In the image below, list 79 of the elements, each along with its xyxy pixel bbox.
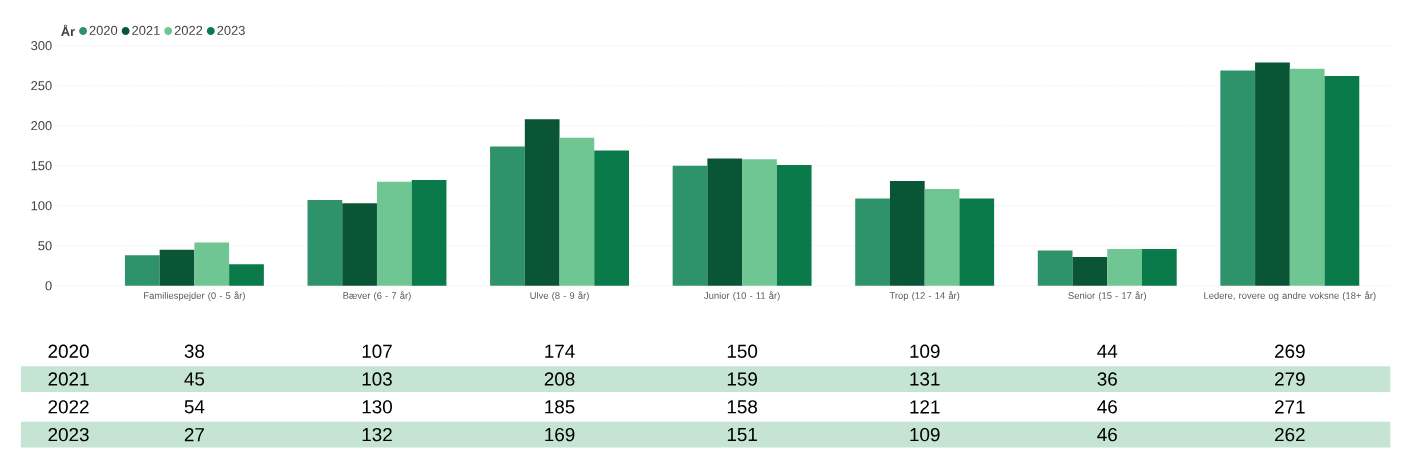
data-label: 46 [1097, 427, 1117, 442]
legend-label: 2022 [174, 25, 203, 35]
data-label: 131 [910, 372, 940, 386]
data-label: 279 [1275, 372, 1305, 386]
y-tick-label: 100 [31, 200, 52, 211]
bar [490, 146, 525, 286]
data-label: 174 [545, 344, 575, 358]
bar [776, 164, 812, 286]
x-tick-label: Trop (12 - 14 år) [889, 291, 960, 301]
bar [855, 198, 890, 286]
x-tick-label: Bæver (6 - 7 år) [343, 291, 411, 301]
bar [124, 255, 160, 286]
bar [1072, 256, 1108, 286]
data-label: 158 [727, 399, 758, 414]
legend-label: 2020 [89, 25, 118, 35]
bar [924, 188, 960, 286]
data-label: 36 [1097, 372, 1117, 386]
legend-title: År [61, 24, 75, 36]
bar [1141, 248, 1177, 286]
y-tick-label: 0 [45, 280, 52, 291]
data-label: 150 [727, 344, 758, 358]
bar [1037, 250, 1073, 286]
data-label: 45 [184, 372, 205, 386]
x-tick-label: Familiespejder (0 - 5 år) [144, 291, 245, 301]
bar [559, 137, 595, 286]
bar [742, 159, 777, 286]
bar [159, 249, 195, 286]
text: 2023 [48, 427, 89, 442]
data-label: 44 [1097, 344, 1118, 358]
data-label: 103 [362, 372, 392, 386]
bar [194, 242, 230, 286]
data-label: 262 [1275, 427, 1305, 442]
x-tick-label: Junior (10 - 11 år) [704, 291, 780, 301]
data-label: 132 [362, 427, 392, 442]
data-label: 121 [910, 400, 940, 414]
bar [342, 203, 377, 286]
data-label: 151 [727, 427, 757, 441]
data-label: 130 [362, 399, 392, 414]
data-label: 169 [545, 427, 575, 442]
y-tick-label: 250 [31, 80, 52, 91]
bar [1220, 70, 1256, 286]
bar [959, 198, 995, 286]
legend-label: 2023 [217, 25, 245, 35]
data-label: 271 [1275, 400, 1305, 414]
bar [411, 179, 447, 286]
bar [229, 263, 264, 286]
data-label: 107 [362, 344, 392, 358]
x-tick-label: Ulve (8 - 9 år) [530, 291, 589, 301]
bar [1107, 248, 1142, 286]
bar [307, 199, 343, 286]
x-tick-label: Senior (15 - 17 år) [1068, 291, 1146, 301]
bar [672, 165, 708, 286]
y-tick-label: 150 [31, 160, 52, 171]
x-tick-label: Ledere, rovere og andre voksne (18+ år) [1204, 291, 1376, 301]
text: 2020 [48, 344, 89, 358]
text: 2021 [48, 372, 89, 386]
y-tick-label: 300 [31, 40, 52, 50]
data-label: 109 [910, 344, 940, 358]
bar [889, 180, 925, 286]
data-label: 38 [184, 344, 205, 358]
data-label: 159 [727, 372, 757, 386]
data-label: 46 [1097, 399, 1117, 414]
data-label: 54 [184, 400, 205, 414]
bar [524, 119, 560, 286]
bar [1324, 75, 1360, 286]
bar [376, 181, 412, 286]
y-tick-label: 50 [38, 240, 52, 251]
data-label: 109 [910, 427, 940, 442]
text: 2022 [48, 399, 89, 414]
data-label: 208 [544, 372, 575, 386]
bar [707, 158, 743, 286]
data-label: 185 [545, 399, 575, 414]
data-label: 27 [184, 427, 204, 441]
data-label: 269 [1275, 344, 1305, 358]
y-tick-label: 200 [31, 120, 52, 131]
bar [1289, 68, 1325, 286]
bar [594, 150, 629, 286]
legend-label: 2021 [132, 25, 160, 35]
bar [1255, 62, 1290, 286]
